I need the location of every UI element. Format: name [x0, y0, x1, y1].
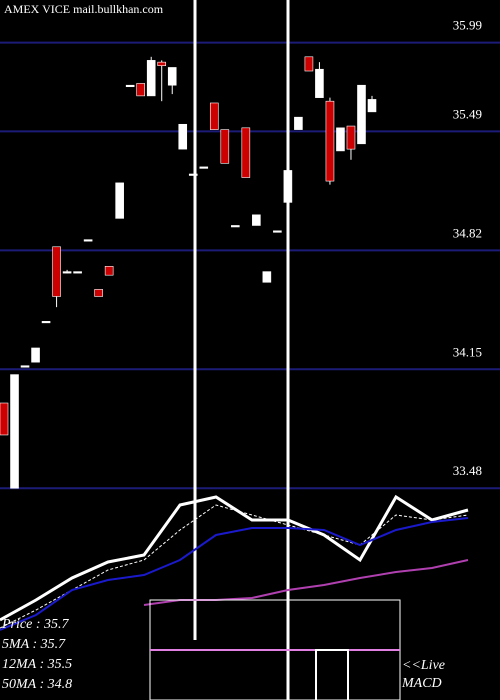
candle-body	[241, 127, 251, 178]
legend-label: 50MA : 34.8	[2, 677, 72, 692]
legend-label: Price : 35.7	[1, 617, 69, 632]
candle-body	[146, 60, 156, 97]
y-tick-label: 33.48	[453, 463, 482, 478]
candle-body	[115, 182, 124, 219]
candle-body	[346, 125, 356, 150]
candle-body	[252, 214, 261, 226]
macd-histogram	[315, 649, 349, 700]
y-tick-label: 35.49	[453, 106, 482, 121]
indicator-line	[0, 517, 469, 631]
candle-body	[336, 127, 345, 152]
candle-body	[367, 99, 377, 113]
annotation: <<Live	[402, 658, 445, 673]
candle-body	[136, 83, 145, 97]
candle-body	[199, 166, 209, 169]
candle-body	[0, 402, 9, 436]
candles	[0, 56, 377, 489]
candle-body	[178, 123, 188, 150]
candle-body	[188, 173, 198, 176]
candle-body	[157, 61, 167, 66]
candle-body	[20, 365, 30, 368]
candle-body	[31, 347, 40, 363]
candle-body	[325, 100, 335, 182]
annotation: MACD	[401, 676, 442, 691]
candle-body	[357, 84, 366, 145]
y-tick-label: 34.15	[453, 344, 482, 359]
candle-body	[294, 116, 303, 130]
candle-body	[41, 321, 51, 324]
candle-body	[52, 246, 61, 297]
candle-body	[167, 67, 177, 86]
legend-label: 5MA : 35.7	[2, 637, 66, 652]
y-tick-label: 35.99	[453, 18, 482, 33]
candle-body	[220, 129, 230, 164]
candle-body	[283, 170, 293, 203]
grid	[0, 41, 500, 490]
indicator-line	[0, 494, 469, 622]
candle-body	[62, 271, 72, 274]
candle-body	[315, 68, 324, 98]
candle-body	[94, 289, 103, 297]
legend-label: 12MA : 35.5	[2, 657, 72, 672]
candle-body	[104, 266, 114, 276]
candle-body	[304, 56, 314, 72]
y-tick-label: 34.82	[453, 225, 482, 240]
candle-body	[125, 84, 135, 88]
candle-body	[83, 239, 93, 242]
candle-body	[273, 230, 282, 233]
candle-body	[262, 271, 272, 283]
candle-body	[73, 271, 82, 274]
candle-body	[209, 102, 219, 130]
candle-body	[231, 225, 240, 228]
candle-body	[10, 374, 19, 489]
chart-title: AMEX VICE mail.bullkhan.com	[4, 2, 164, 16]
